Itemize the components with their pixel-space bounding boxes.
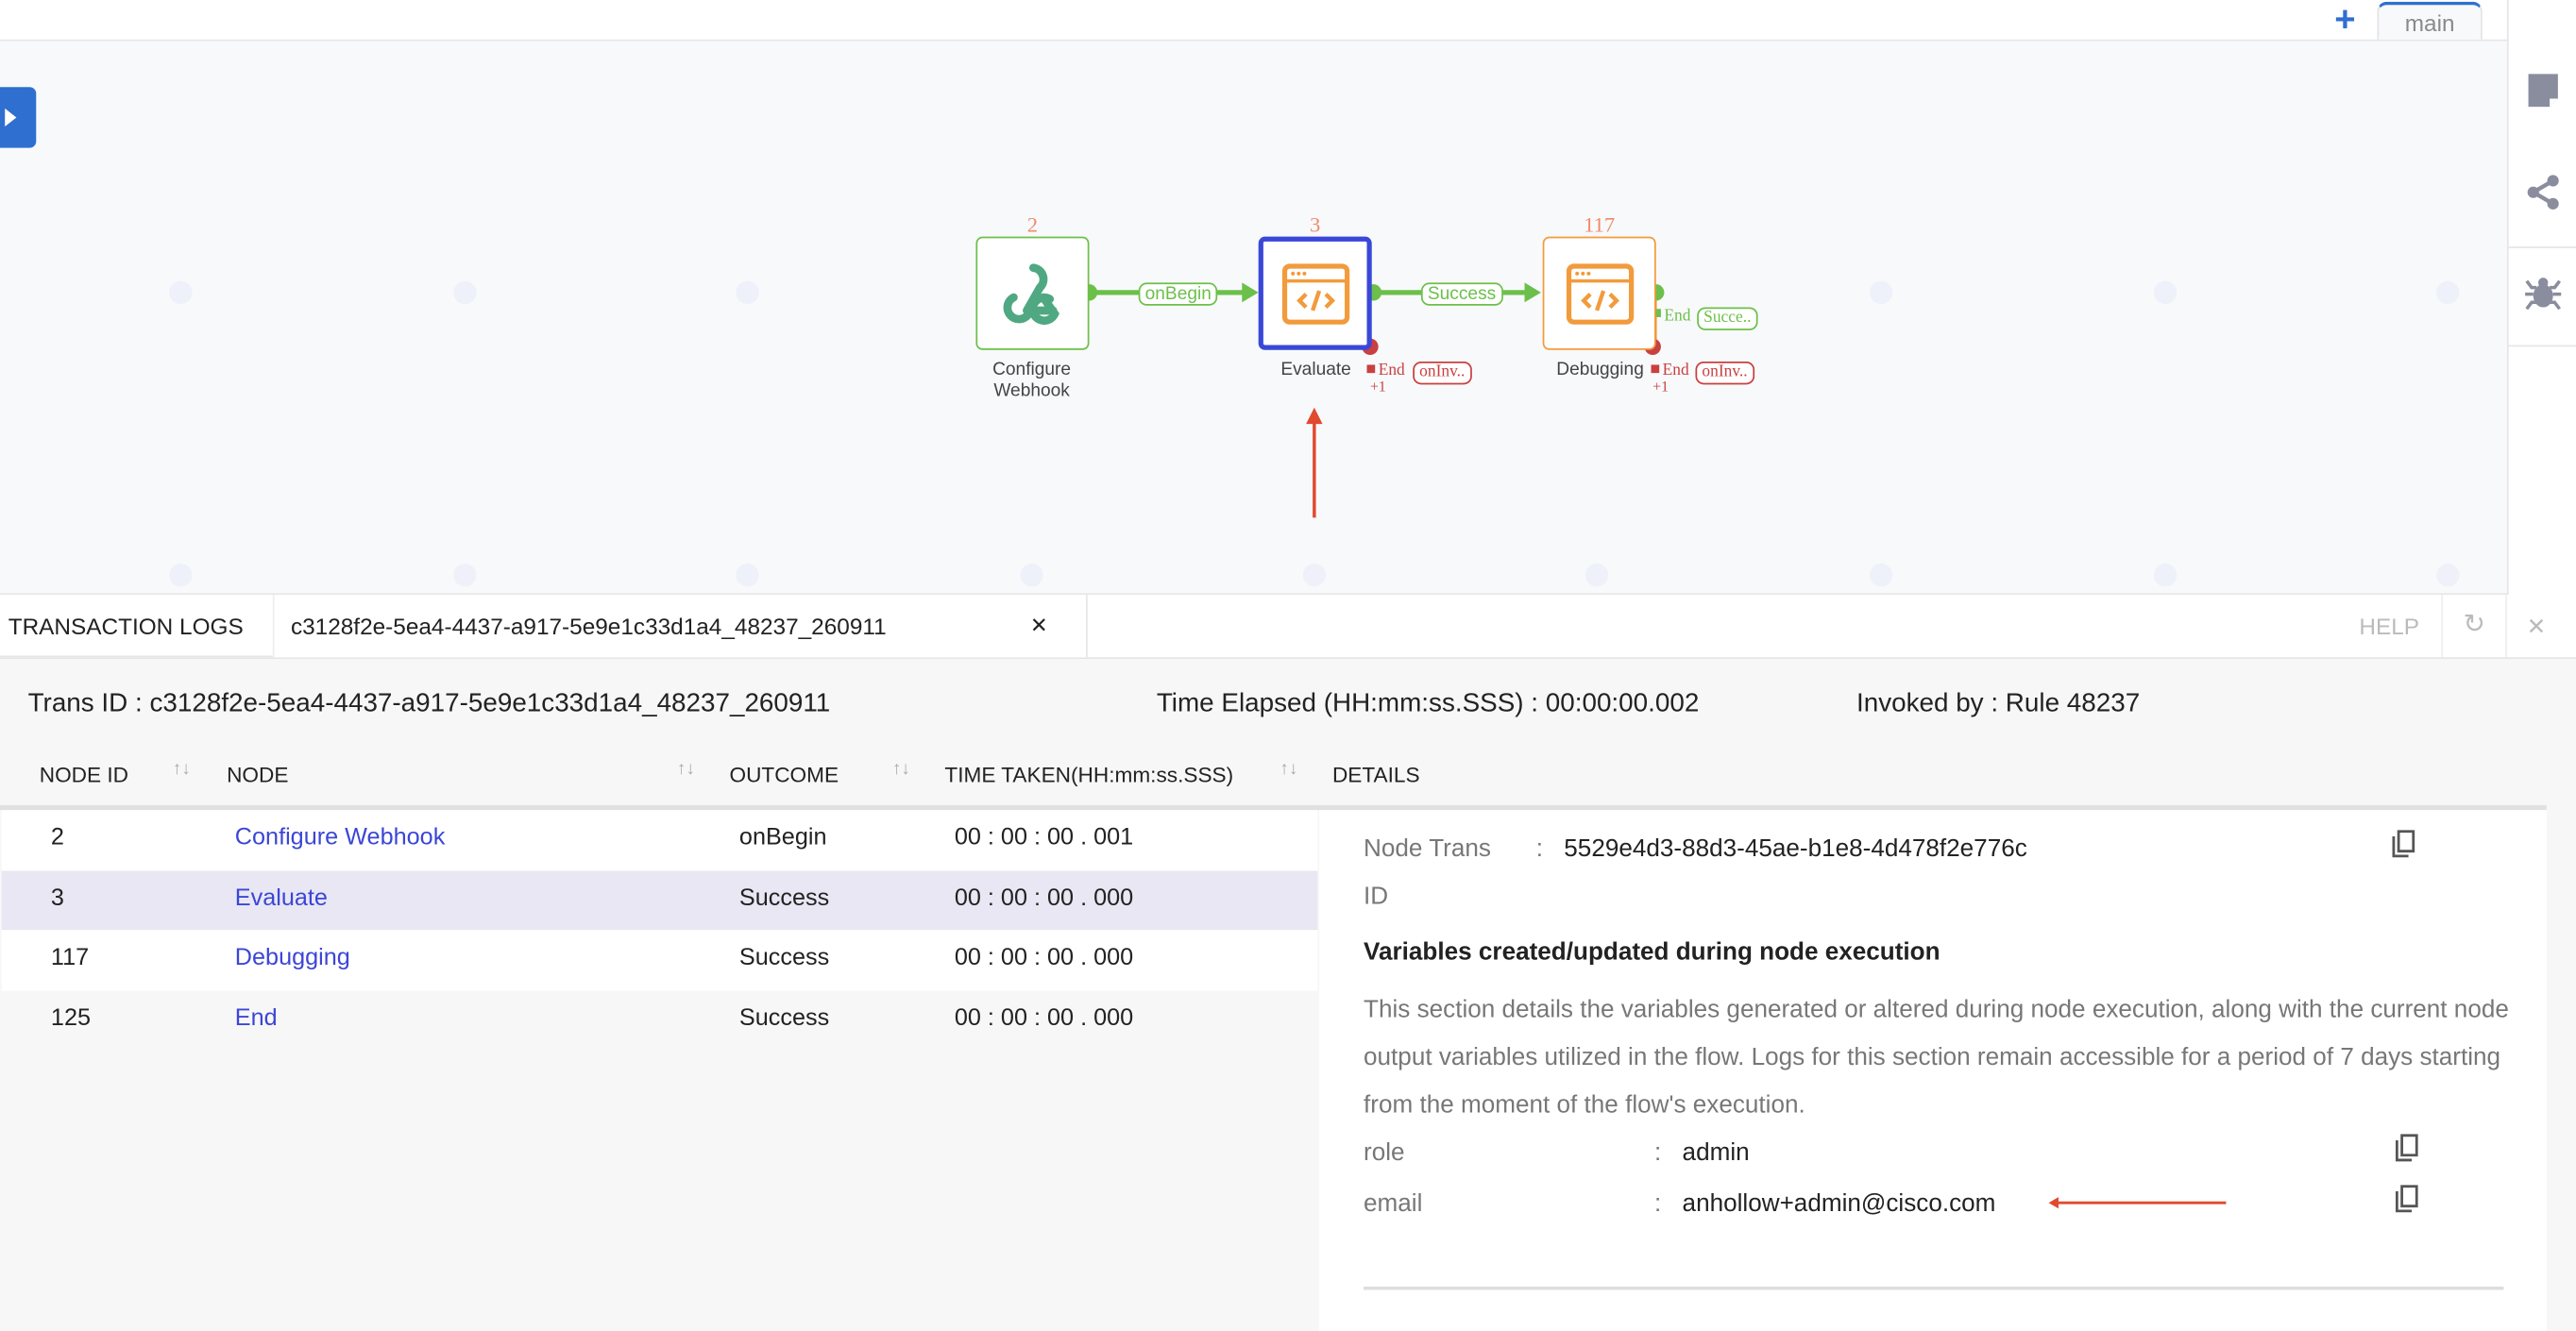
plus-icon: + <box>2334 0 2356 40</box>
end-label: End <box>1378 361 1405 380</box>
node-link[interactable]: Configure Webhook <box>234 824 446 851</box>
column-header-details: DETAILS <box>1331 762 1420 787</box>
node-evaluate[interactable] <box>1258 236 1372 350</box>
node-configure-webhook[interactable] <box>975 236 1090 350</box>
node-link[interactable]: End <box>234 1004 278 1032</box>
table-row[interactable]: 2 Configure Webhook onBegin 00 : 00 : 00 . … <box>1 810 1318 870</box>
outcome-badge[interactable]: onInv.. <box>1695 361 1754 385</box>
play-icon <box>5 108 17 127</box>
trans-id: Trans ID : c3128f2e-5ea4-4437-a917-5e9e1… <box>27 690 831 718</box>
separator: : <box>1653 1189 1662 1218</box>
tab-label: c3128f2e-5ea4-4437-a917-5e9e1c33d1a4_482… <box>290 613 887 640</box>
table-row[interactable]: 117 Debugging Success 00 : 00 : 00 . 000 <box>1 930 1318 990</box>
note-icon[interactable] <box>2525 73 2561 109</box>
column-header-outcome[interactable]: OUTCOME <box>729 762 839 787</box>
node-trans-label: ID <box>1364 882 1389 911</box>
end-label: End <box>1664 307 1691 326</box>
node-id-label: 117 <box>1584 211 1616 237</box>
table-row[interactable]: 3 Evaluate Success 00 : 00 : 00 . 000 <box>1 869 1318 931</box>
sort-icon[interactable]: ↑↓ <box>172 759 191 780</box>
panel-tab-bar: TRANSACTION LOGS c3128f2e-5ea4-4437-a917… <box>0 595 2576 660</box>
copy-icon[interactable] <box>2394 1134 2420 1163</box>
extra-count: +1 <box>1369 378 1386 395</box>
code-window-icon <box>1566 263 1635 325</box>
column-header-time-taken[interactable]: TIME TAKEN(HH:mm:ss.SSS) <box>944 762 1234 787</box>
expand-panel-button[interactable] <box>0 87 37 148</box>
extra-count: +1 <box>1652 378 1669 395</box>
node-label: Configure Webhook <box>992 360 1072 401</box>
copy-icon[interactable] <box>2394 1185 2420 1214</box>
transaction-table: 2 Configure Webhook onBegin 00 : 00 : 00 . … <box>1 810 1318 1051</box>
node-label: Evaluate <box>1280 360 1351 380</box>
node-link[interactable]: Evaluate <box>234 885 328 912</box>
code-window-icon <box>1281 263 1350 325</box>
divider <box>1364 1286 2504 1289</box>
close-panel-icon[interactable]: ✕ <box>2526 613 2547 640</box>
copy-icon[interactable] <box>2390 830 2416 859</box>
variable-name: email <box>1364 1189 1423 1218</box>
variable-name: role <box>1364 1138 1405 1167</box>
sort-icon[interactable]: ↑↓ <box>676 759 695 780</box>
section-description: This section details the variables gener… <box>1364 995 2509 1120</box>
column-header-node-id[interactable]: NODE ID <box>39 762 129 787</box>
outcome-badge[interactable]: Succe.. <box>1697 307 1758 330</box>
help-button[interactable]: HELP <box>2359 613 2419 640</box>
webhook-icon <box>1003 263 1059 325</box>
invoked-by: Invoked by : Rule 48237 <box>1856 690 2141 718</box>
tab-transaction-logs[interactable]: TRANSACTION LOGS <box>0 595 273 658</box>
time-elapsed: Time Elapsed (HH:mm:ss.SSS) : 00:00:00.0… <box>1156 690 1700 718</box>
separator: : <box>1653 1138 1662 1167</box>
node-id-label: 3 <box>1310 211 1321 237</box>
node-id-label: 2 <box>1026 211 1039 237</box>
node-trans-label: Node Trans <box>1364 834 1491 863</box>
end-label: End <box>1662 361 1689 380</box>
details-panel: Node Trans ID : 5529e4d3-88d3-45ae-b1e8-… <box>1319 810 2547 1331</box>
sort-icon[interactable]: ↑↓ <box>1280 759 1298 780</box>
separator: : <box>1535 834 1543 863</box>
annotation-arrow-left <box>2048 1197 2227 1209</box>
node-link[interactable]: Debugging <box>234 944 350 971</box>
column-header-node[interactable]: NODE <box>227 762 289 787</box>
top-bar <box>0 0 2507 42</box>
node-debugging[interactable] <box>1542 236 1656 350</box>
annotation-arrow-up <box>1306 407 1323 518</box>
table-row[interactable]: 125 End Success 00 : 00 : 00 . 000 <box>1 989 1318 1051</box>
refresh-icon[interactable]: ↻ <box>2441 595 2507 658</box>
sort-icon[interactable]: ↑↓ <box>891 759 910 780</box>
share-icon[interactable] <box>2525 175 2561 211</box>
right-sidebar <box>2506 0 2576 596</box>
tab-main[interactable]: main <box>2377 1 2483 40</box>
variable-value: anhollow+admin@cisco.com <box>1682 1189 1996 1218</box>
canvas-dots <box>169 280 2460 587</box>
variable-value: admin <box>1682 1138 1750 1167</box>
add-tab-button[interactable]: + <box>2334 0 2355 40</box>
edge-label: Success <box>1420 282 1503 306</box>
close-tab-icon[interactable]: ✕ <box>1029 613 1048 638</box>
edge-label: onBegin <box>1138 282 1218 306</box>
node-label: Debugging <box>1556 360 1644 380</box>
section-title: Variables created/updated during node ex… <box>1364 937 1940 967</box>
bug-icon[interactable] <box>2525 275 2562 311</box>
outcome-badge[interactable]: onInv.. <box>1413 361 1472 385</box>
header-divider <box>0 804 2547 811</box>
flow-canvas[interactable]: 2 Configure Webhook 3 Evaluate 117 Debugg… <box>0 41 2507 596</box>
tab-transaction-detail[interactable]: c3128f2e-5ea4-4437-a917-5e9e1c33d1a4_482… <box>272 595 1088 658</box>
node-trans-id: 5529e4d3-88d3-45ae-b1e8-4d478f2e776c <box>1564 834 2027 863</box>
